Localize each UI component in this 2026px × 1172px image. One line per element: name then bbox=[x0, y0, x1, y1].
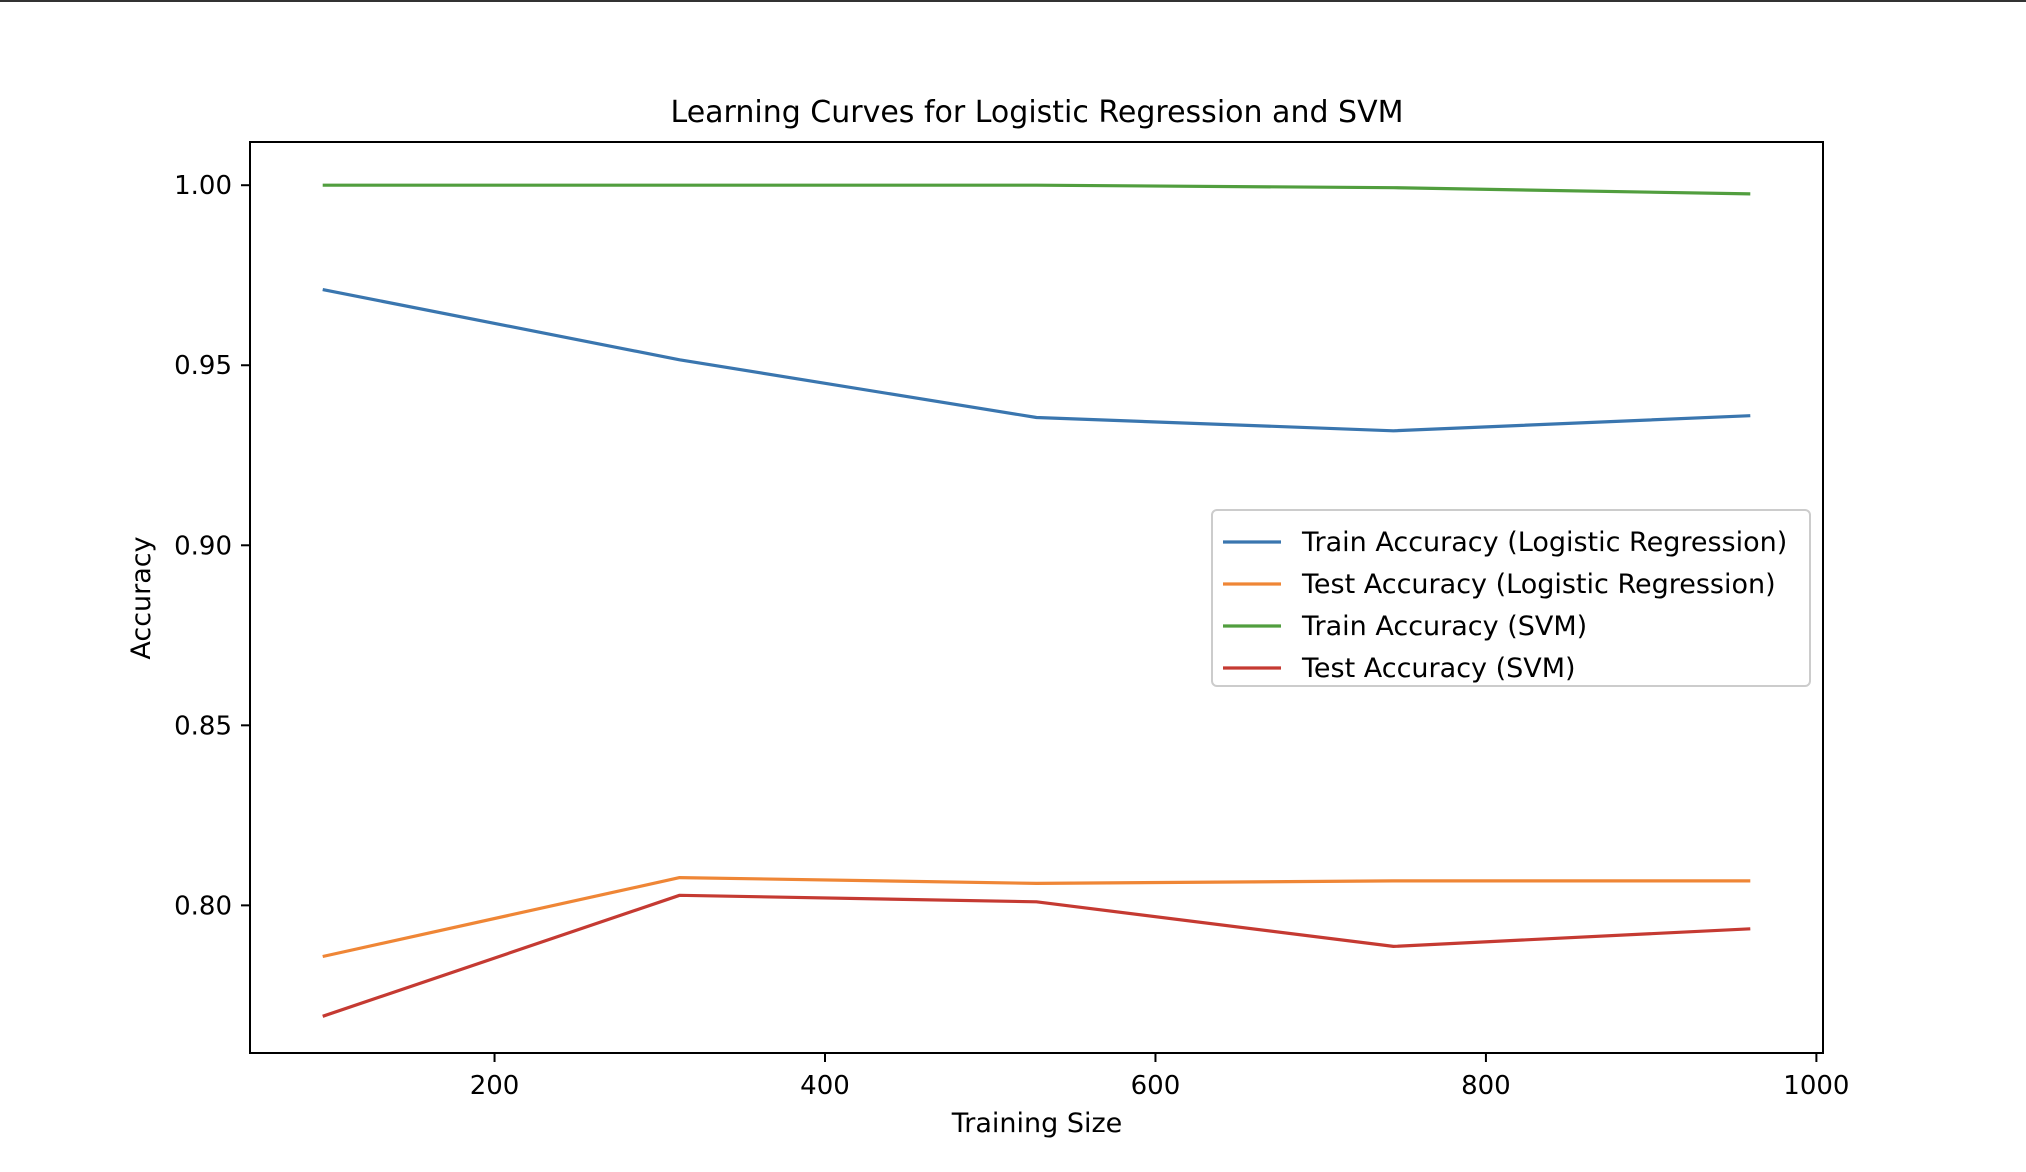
y-tick-label: 1.00 bbox=[174, 171, 232, 201]
x-tick-label: 1000 bbox=[1783, 1071, 1849, 1101]
series-line-0 bbox=[322, 288, 1751, 433]
legend-label-1: Test Accuracy (Logistic Regression) bbox=[1301, 569, 1776, 600]
legend-box bbox=[1211, 509, 1811, 687]
plot-area bbox=[322, 183, 1751, 1018]
legend-label-3: Test Accuracy (SVM) bbox=[1301, 653, 1576, 684]
x-tick-label: 400 bbox=[800, 1071, 850, 1101]
series-line-2 bbox=[322, 183, 1751, 196]
legend-label-0: Train Accuracy (Logistic Regression) bbox=[1301, 527, 1787, 558]
legend-label-2: Train Accuracy (SVM) bbox=[1301, 611, 1587, 642]
y-tick-label: 0.80 bbox=[174, 891, 232, 921]
series-line-1 bbox=[322, 875, 1751, 959]
chart-title: Learning Curves for Logistic Regression … bbox=[671, 95, 1404, 130]
y-axis-label: Accuracy bbox=[126, 536, 157, 659]
x-tick-label: 800 bbox=[1461, 1071, 1511, 1101]
legend: Train Accuracy (Logistic Regression) Test… bbox=[1211, 509, 1811, 687]
y-tick-label: 0.90 bbox=[174, 531, 232, 561]
x-tick-label: 200 bbox=[470, 1071, 520, 1101]
x-axis-label: Training Size bbox=[951, 1108, 1123, 1139]
x-tick-label: 600 bbox=[1131, 1071, 1181, 1101]
top-border-line bbox=[0, 0, 2026, 2]
y-tick-label: 0.85 bbox=[174, 711, 232, 741]
y-tick-label: 0.95 bbox=[174, 351, 232, 381]
plot-frame bbox=[249, 141, 1824, 1054]
series-line-3 bbox=[322, 893, 1751, 1018]
axes: 200 400 600 800 1000 0.80 0.85 0.90 0.95 1.00 bbox=[174, 141, 1849, 1101]
